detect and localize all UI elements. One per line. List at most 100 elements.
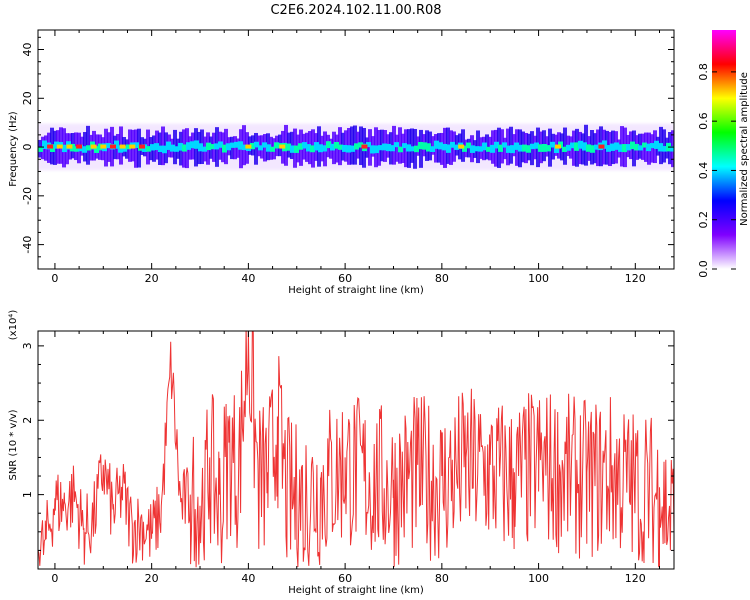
spectrogram-core-cell [194, 140, 199, 149]
spectrogram-core-cell [334, 141, 339, 149]
spectrogram-xtick-label: 20 [145, 272, 159, 285]
spectrogram-ylabel: Frequency (Hz) [8, 111, 19, 187]
spectrogram-core-cell [670, 146, 674, 152]
spectrogram-core-cell [530, 143, 535, 150]
spectrogram-core-cell [370, 145, 375, 154]
spectrogram-core-cell [262, 142, 267, 148]
spectrogram-core-cell [42, 140, 47, 149]
spectrogram-core-cell [390, 145, 395, 152]
spectrogram-core-cell [114, 140, 119, 149]
snr-frame [37, 330, 675, 570]
spectrogram-core-cell [62, 144, 67, 153]
spectrogram-hotspot [66, 144, 73, 149]
spectrogram-core-cell [570, 142, 575, 149]
spectrogram-hotspot [119, 144, 126, 149]
spectrogram-outer-cell [74, 132, 78, 161]
snr-xtick-label: 20 [145, 572, 159, 585]
spectrogram-core-cell [454, 144, 459, 150]
spectrogram-core-cell [190, 141, 195, 149]
spectrogram-outer-cell [350, 126, 354, 165]
spectrogram-core-cell [582, 142, 587, 151]
spectrogram-hotspot [109, 144, 116, 149]
spectrogram-core-cell [554, 145, 559, 154]
snr-xtick-label: 80 [435, 572, 449, 585]
colorbar-tick-label: 0.6 [697, 112, 710, 130]
colorbar-tick-label: 0.2 [697, 211, 710, 229]
spectrogram-core-cell [286, 143, 291, 151]
spectrogram-outer-cell [662, 129, 666, 163]
spectrogram-core-cell [550, 141, 555, 148]
spectrogram-ytick-label: 40 [21, 43, 34, 57]
spectrogram-core-cell [70, 143, 75, 152]
spectrogram-xtick-label: 100 [528, 272, 549, 285]
spectrogram-core-cell [378, 145, 383, 151]
spectrogram-core-cell [514, 142, 519, 150]
spectrogram-core-cell [266, 144, 271, 152]
spectrogram-core-cell [298, 143, 303, 150]
snr-xlabel: Height of straight line (km) [288, 585, 424, 596]
spectrogram-core-cell [350, 145, 355, 152]
spectrogram-core-cell [202, 146, 207, 152]
spectrogram-core-cell [418, 141, 423, 150]
snr-multiplier: (x10⁴) [8, 310, 19, 341]
spectrogram-core-cell [354, 143, 359, 150]
spectrogram-core-cell [450, 141, 455, 148]
spectrogram-core-cell [414, 145, 419, 153]
spectrogram-core-cell [150, 144, 155, 151]
spectrogram-core-cell [462, 145, 467, 152]
spectrogram-ytick-label: 0 [21, 144, 34, 151]
spectrogram-hotspot [90, 144, 97, 149]
spectrogram-core-cell [502, 142, 507, 148]
spectrogram-core-cell [106, 143, 111, 149]
spectrogram-outer-cell [290, 131, 294, 160]
spectrogram-core-cell [274, 142, 279, 149]
spectrogram-outer-cell [410, 128, 414, 163]
spectrogram-core-cell [518, 144, 523, 152]
spectrogram-core-cell [134, 142, 139, 149]
spectrogram-core-cell [578, 140, 583, 149]
spectrogram-core-cell [442, 143, 447, 151]
spectrogram-core-cell [178, 142, 183, 151]
snr-xtick-label: 100 [528, 572, 549, 585]
spectrogram-core-cell [470, 145, 475, 153]
spectrogram-core-cell [410, 146, 415, 152]
spectrogram-core-cell [542, 143, 547, 152]
spectrogram-core-cell [402, 143, 407, 149]
spectrogram-core-cell [118, 145, 123, 153]
spectrogram-core-cell [294, 145, 299, 153]
spectrogram-core-cell [650, 143, 655, 149]
snr-series-line [38, 331, 674, 568]
spectrogram-core-cell [526, 145, 531, 153]
spectrogram-hotspot [129, 144, 136, 149]
spectrogram-core-cell [310, 145, 315, 153]
spectrogram-core-cell [242, 144, 247, 151]
spectrogram-ytick-label: -40 [21, 236, 34, 254]
spectrogram-core-cell [422, 142, 427, 150]
spectrogram-core-cell [386, 143, 391, 152]
spectrogram-core-cell [314, 142, 319, 151]
spectrogram-hotspot [245, 144, 252, 149]
colorbar-tick-label: 0.4 [697, 162, 710, 180]
spectrogram-core-cell [258, 145, 263, 151]
spectrogram-outer-cell [263, 134, 267, 162]
snr-xtick-label: 120 [625, 572, 646, 585]
spectrogram-core-cell [638, 145, 643, 151]
spectrogram-core-cell [594, 144, 599, 150]
spectrogram-core-cell [162, 145, 167, 154]
spectrogram-core-cell [230, 142, 235, 148]
snr-ytick-label: 2 [21, 417, 34, 424]
spectrogram-outer-cell [230, 136, 234, 160]
spectrogram-ytick-label: -20 [21, 187, 34, 205]
spectrogram-core-cell [366, 142, 371, 148]
spectrogram-core-cell [506, 145, 511, 153]
spectrogram-core-cell [622, 144, 627, 153]
spectrogram-core-cell [590, 145, 595, 153]
spectrogram-core-cell [74, 146, 79, 152]
spectrogram-core-cell [482, 142, 487, 151]
snr-ytick-label: 3 [21, 342, 34, 349]
spectrogram-core-cell [614, 142, 619, 150]
spectrogram-core-cell [338, 144, 343, 150]
spectrogram-core-cell [226, 143, 231, 151]
spectrogram-core-cell [302, 142, 307, 149]
